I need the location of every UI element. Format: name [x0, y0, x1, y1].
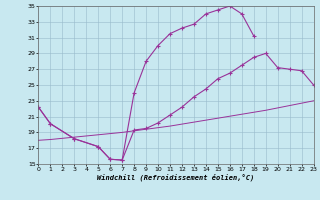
X-axis label: Windchill (Refroidissement éolien,°C): Windchill (Refroidissement éolien,°C): [97, 173, 255, 181]
